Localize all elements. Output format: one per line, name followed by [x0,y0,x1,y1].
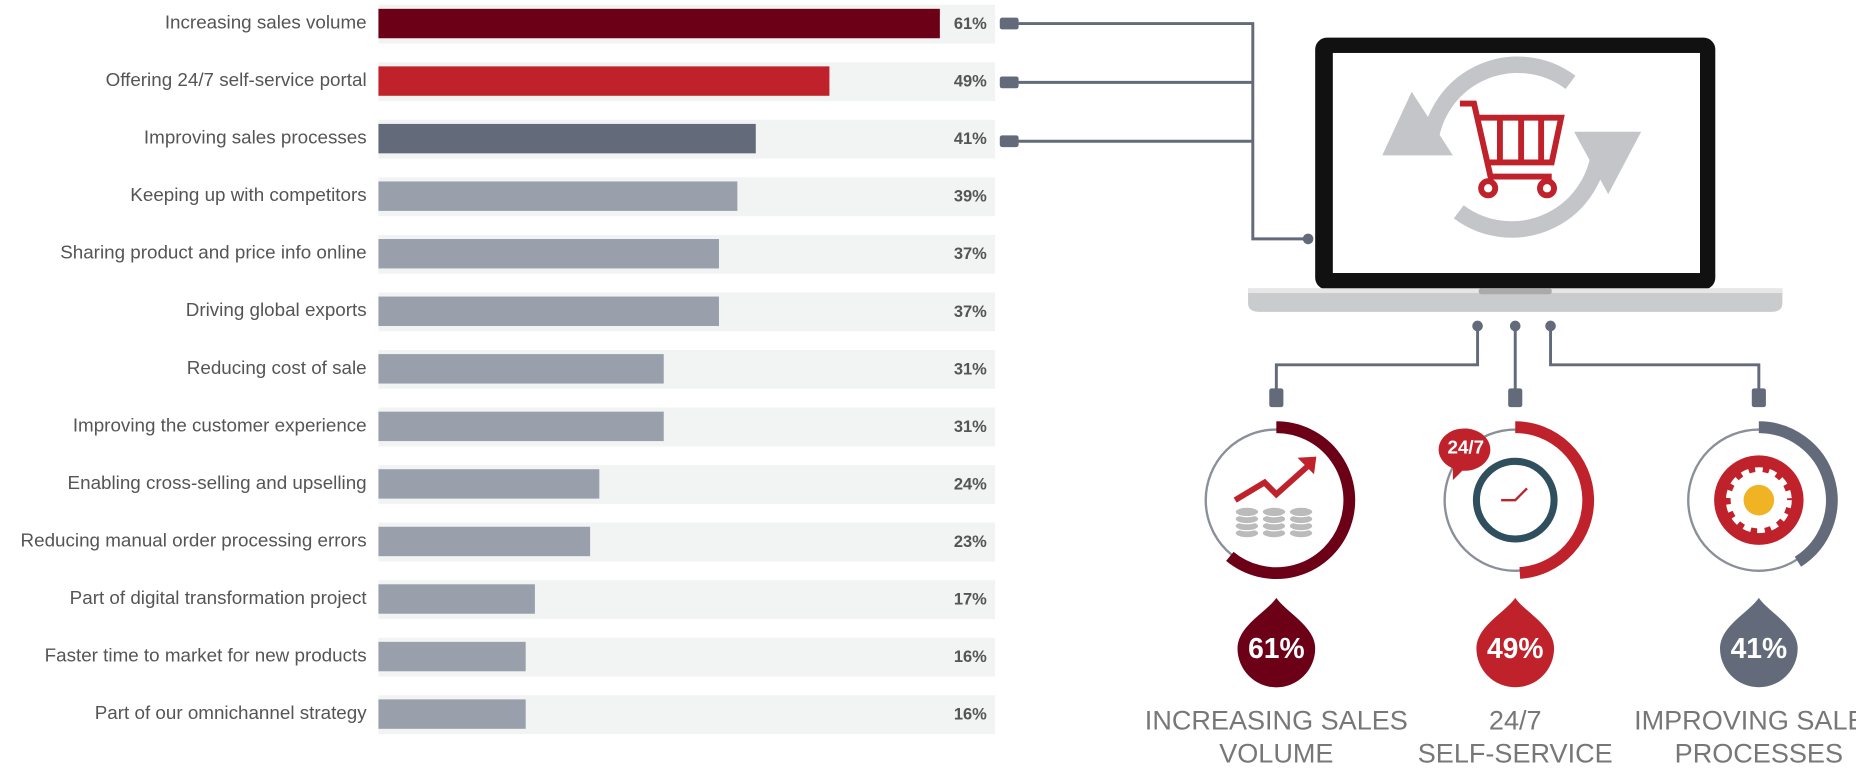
category-label: Increasing sales volume [165,12,367,33]
drop-value: 41% [1731,632,1788,664]
category-label: Enabling cross-selling and upselling [68,472,367,493]
bar [378,66,830,96]
value-label: 37% [954,303,987,321]
coin [1743,484,1775,516]
category-label: Keeping up with competitors [130,184,366,205]
category-label: Improving sales processes [144,127,367,148]
category-label: Reducing manual order processing errors [21,529,367,550]
connectors [1017,22,1761,395]
value-label: 31% [954,418,987,436]
highlight-label: IMPROVING SALES [1634,706,1856,736]
category-label: Sharing product and price info online [60,242,366,263]
value-label: 24% [954,475,987,493]
drop-value: 61% [1248,632,1305,664]
badge [1438,428,1491,481]
bar [378,296,719,326]
category-label: Offering 24/7 self-service portal [106,69,367,90]
category-label: Improving the customer experience [73,414,367,435]
category-label: Driving global exports [186,299,367,320]
drop [1237,597,1316,688]
bar [378,8,940,39]
value-label: 23% [954,533,987,551]
highlight-label: SELF-SERVICE [1418,739,1613,769]
drop-value: 49% [1487,632,1544,664]
value-label: 16% [954,648,987,666]
bar [378,469,600,499]
category-label: Reducing cost of sale [187,357,367,378]
value-label: 17% [954,591,987,609]
value-label: 37% [954,245,987,263]
bar [378,526,591,557]
ring-arc [1226,421,1356,579]
clock-hands [1501,487,1528,502]
bar [378,584,535,614]
bar [378,641,526,672]
category-label: Part of digital transformation project [70,587,368,608]
highlight-label: VOLUME [1219,739,1333,769]
bar [378,411,664,442]
bar [378,123,756,154]
coin [1288,506,1314,518]
arrow-head [1297,456,1317,475]
trend-arrow [1233,462,1312,503]
connector-ends [999,17,1766,408]
value-label: 39% [954,188,987,206]
ring-arc [1515,421,1595,579]
value-label: 49% [954,73,987,91]
laptop [1248,37,1783,312]
highlight-label: PROCESSES [1675,739,1843,769]
badge-text: 24/7 [1447,436,1484,457]
value-label: 16% [954,706,987,724]
coin [1234,506,1260,518]
category-label: Faster time to market for new products [45,645,367,666]
drop [1476,597,1555,688]
category-label: Part of our omnichannel strategy [95,702,367,723]
highlight-label: INCREASING SALES [1145,706,1408,736]
value-label: 31% [954,360,987,378]
bar [378,181,738,211]
ring-arc [1758,421,1838,567]
bar [378,699,526,729]
value-label: 61% [954,15,987,33]
bar [378,354,664,384]
drop [1720,597,1798,688]
value-label: 41% [954,130,987,148]
highlight-label: 24/7 [1489,706,1542,736]
bar [378,239,719,269]
coin [1261,506,1287,518]
